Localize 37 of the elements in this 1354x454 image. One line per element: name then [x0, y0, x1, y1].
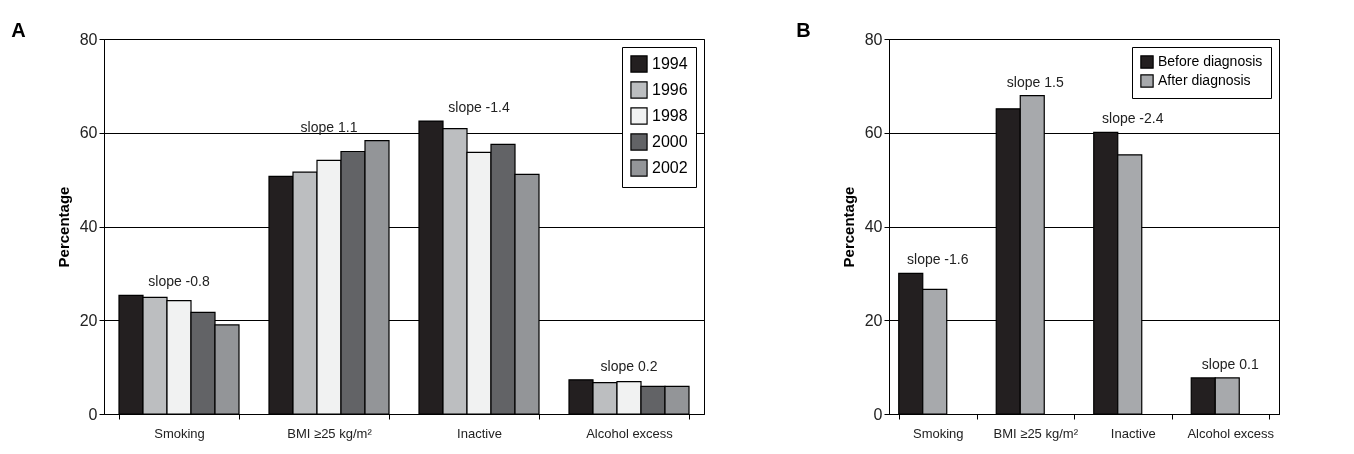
y-axis-title: Percentage	[54, 186, 72, 268]
legend-label: 1998	[652, 107, 688, 124]
y-tick-label: 0	[88, 405, 98, 423]
annotation: slope -1.4	[448, 99, 510, 116]
chart-title: A	[11, 19, 26, 41]
y-tick-label: 20	[864, 311, 883, 329]
legend-label: After diagnosis	[1158, 72, 1251, 88]
legend-label: 1996	[652, 81, 688, 98]
y-tick-label: 80	[864, 30, 883, 48]
y-tick-label: 80	[79, 30, 98, 48]
y-axis-title: Percentage	[839, 186, 857, 268]
x-tick-label: BMI ≥25 kg/m²	[287, 425, 373, 441]
y-tick-label: 40	[864, 218, 883, 235]
annotation: slope 1.5	[1006, 73, 1064, 90]
annotation: slope 1.1	[300, 118, 358, 135]
annotation: slope 0.2	[600, 357, 658, 374]
y-tick-label: 40	[79, 218, 98, 235]
x-tick-label: Alcohol excess	[1187, 425, 1275, 441]
y-tick-label: 60	[79, 124, 98, 142]
legend-label: 2000	[652, 133, 688, 150]
y-tick-label: 60	[864, 124, 883, 142]
x-tick-label: Smoking	[912, 425, 964, 441]
x-tick-label: Inactive	[457, 425, 502, 441]
x-tick-label: BMI ≥25 kg/m²	[993, 425, 1079, 441]
y-tick-label: 20	[79, 311, 98, 329]
legend-label: 1994	[652, 55, 688, 72]
annotation: slope 0.1	[1201, 355, 1259, 372]
x-tick-label: Alcohol excess	[586, 425, 674, 441]
annotation: slope -1.6	[907, 251, 969, 268]
y-tick-label: 0	[873, 405, 883, 423]
legend-label: 2002	[652, 159, 688, 176]
x-tick-label: Smoking	[154, 425, 205, 441]
annotation: slope -0.8	[148, 273, 210, 290]
legend-label: Before diagnosis	[1158, 53, 1263, 69]
x-tick-label: Inactive	[1110, 425, 1156, 441]
annotation: slope -2.4	[1102, 110, 1164, 127]
chart-title: B	[796, 19, 811, 41]
